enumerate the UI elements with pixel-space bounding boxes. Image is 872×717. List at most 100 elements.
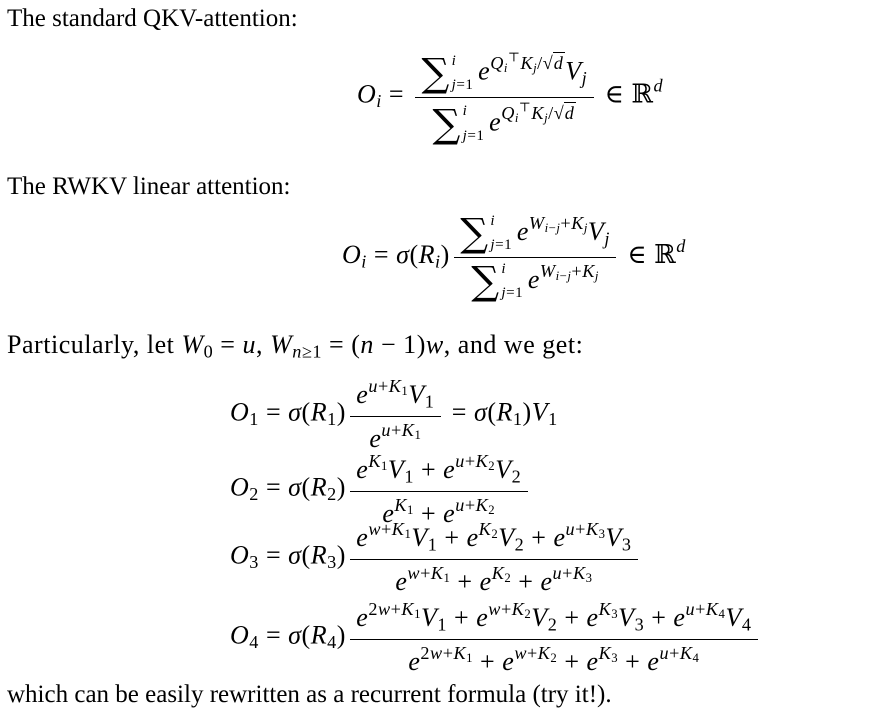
- math-subscript: i: [435, 252, 441, 272]
- math-subscript: 2: [504, 571, 511, 585]
- math-variable: σ: [288, 397, 302, 427]
- math-subscript: 1: [513, 410, 523, 430]
- math-operator: 2: [420, 642, 431, 663]
- math-variable: w: [407, 562, 421, 583]
- sum-operator: ∑ i j=1: [471, 260, 524, 301]
- math-operator: =: [258, 620, 289, 650]
- math-blackboard-r: ℝ: [631, 79, 654, 110]
- math-subscript: 2: [488, 503, 495, 517]
- math-variable: e: [540, 566, 553, 596]
- math-operator: 2: [504, 570, 512, 585]
- math-variable: R: [310, 397, 328, 427]
- math-superscript: w+K2: [514, 643, 557, 665]
- math-variable: i: [503, 61, 508, 76]
- paragraph-standard-attention-intro: The standard QKV-attention:: [7, 5, 298, 32]
- fraction-bar: [349, 558, 639, 560]
- math-superscript: w+K2: [488, 599, 531, 621]
- math-variable: O: [357, 79, 377, 109]
- math-subscript: 2: [548, 615, 558, 635]
- math-operator: 2: [488, 502, 496, 517]
- math-variable: e: [586, 646, 599, 676]
- math-variable: K: [520, 52, 534, 73]
- math-variable: K: [571, 212, 584, 233]
- math-variable: e: [516, 216, 529, 246]
- math-superscript: ⊤: [519, 101, 532, 115]
- sum-operator: ∑ i j=1: [422, 54, 474, 94]
- math-variable: i: [501, 260, 507, 277]
- math-superscript: w+K1: [368, 519, 411, 541]
- sum-lower-limit: j=1: [463, 128, 485, 144]
- math-operator: +: [557, 646, 587, 676]
- fraction-denominator: ew+K1 + eK2 + eu+K3: [389, 563, 599, 597]
- math-superscript: K3: [599, 643, 619, 665]
- math-variable: e: [527, 264, 540, 294]
- sum-limits: i j=1: [500, 260, 524, 301]
- math-subscript: 3: [249, 553, 259, 573]
- math-variable: i: [490, 213, 496, 230]
- math-subscript: 1: [381, 460, 388, 474]
- math-variable: V: [498, 523, 515, 553]
- fraction-denominator: ∑ i j=1 eWi−j+Kj: [465, 261, 606, 302]
- fraction-bar: [349, 490, 528, 492]
- math-subscript: 2: [488, 460, 495, 474]
- math-variable: e: [395, 566, 408, 596]
- math-subscript: j: [582, 68, 588, 88]
- equation-rwkv-linear-attention: Oi = σ(Ri) ∑ i j=1 eWi−j+KjVj ∑ i j=1 eWi−j+Kj ∈…: [342, 210, 686, 304]
- sum-lower-limit: j=1: [501, 285, 523, 301]
- math-superscript: Wi−j+Kj: [529, 212, 588, 236]
- math-operator: 1: [414, 427, 422, 442]
- math-superscript: u+K2: [455, 451, 495, 474]
- math-operator: ): [440, 239, 450, 269]
- math-variable: u: [455, 451, 465, 472]
- math-operator: +: [560, 212, 572, 233]
- math-variable: σ: [288, 620, 302, 650]
- math-subscript: i: [376, 92, 382, 112]
- math-variable: e: [553, 523, 566, 553]
- math-variable: j: [567, 268, 572, 283]
- math-operator: ): [336, 397, 346, 427]
- math-operator: =: [258, 540, 289, 570]
- math-operator: 3: [249, 552, 259, 573]
- math-operator: 1: [548, 409, 558, 430]
- math-subscript: 1: [401, 385, 408, 399]
- math-subscript: i: [515, 111, 519, 125]
- math-variable: u: [565, 519, 576, 540]
- math-superscript: K1: [368, 451, 388, 474]
- math-superscript: Wi−j+Kj: [539, 260, 599, 283]
- math-variable: e: [443, 455, 456, 485]
- math-superscript: d: [654, 76, 664, 96]
- math-operator: /: [548, 103, 554, 124]
- math-variable: σ: [396, 239, 410, 269]
- math-subscript: 3: [327, 553, 337, 573]
- math-variable: e: [476, 603, 489, 633]
- math-variable: σ: [288, 472, 302, 502]
- math-operator: (: [301, 620, 311, 650]
- math-blackboard-r: ℝ: [654, 239, 677, 270]
- math-operator: ⊤: [518, 100, 532, 115]
- math-variable: W: [539, 260, 556, 281]
- math-variable: j: [581, 68, 588, 89]
- math-operator: , and we get:: [443, 330, 584, 359]
- math-variable: i: [462, 103, 468, 120]
- math-operator: +: [644, 603, 674, 633]
- math-fraction: ∑ i j=1 eQi⊤Kj/√dVj ∑ i j=1 eQi⊤Kj/√d: [415, 50, 594, 144]
- math-variable: w: [377, 599, 391, 620]
- math-variable: i: [544, 221, 549, 236]
- math-operator: +: [413, 455, 444, 485]
- math-variable: e: [489, 107, 502, 137]
- math-operator: =: [366, 239, 397, 269]
- fraction-bar: [349, 415, 441, 417]
- sum-limits: i j=1: [489, 214, 513, 253]
- math-variable: Q: [490, 52, 504, 73]
- math-subscript: 2: [512, 467, 522, 487]
- math-variable: K: [391, 519, 405, 540]
- paragraph-rwkv-attention-intro: The RWKV linear attention:: [7, 173, 291, 200]
- math-row: Oi = ∑ i j=1 eQi⊤Kj/√dVj ∑ i j=1 eQi⊤Kj/√d ∈ ℝd: [357, 50, 663, 143]
- math-operator: =1: [456, 77, 474, 94]
- math-subscript: 4: [327, 633, 337, 653]
- math-operator: (: [487, 397, 497, 427]
- math-variable: K: [679, 642, 693, 663]
- math-variable: V: [618, 603, 635, 633]
- math-subscript: i: [361, 252, 367, 272]
